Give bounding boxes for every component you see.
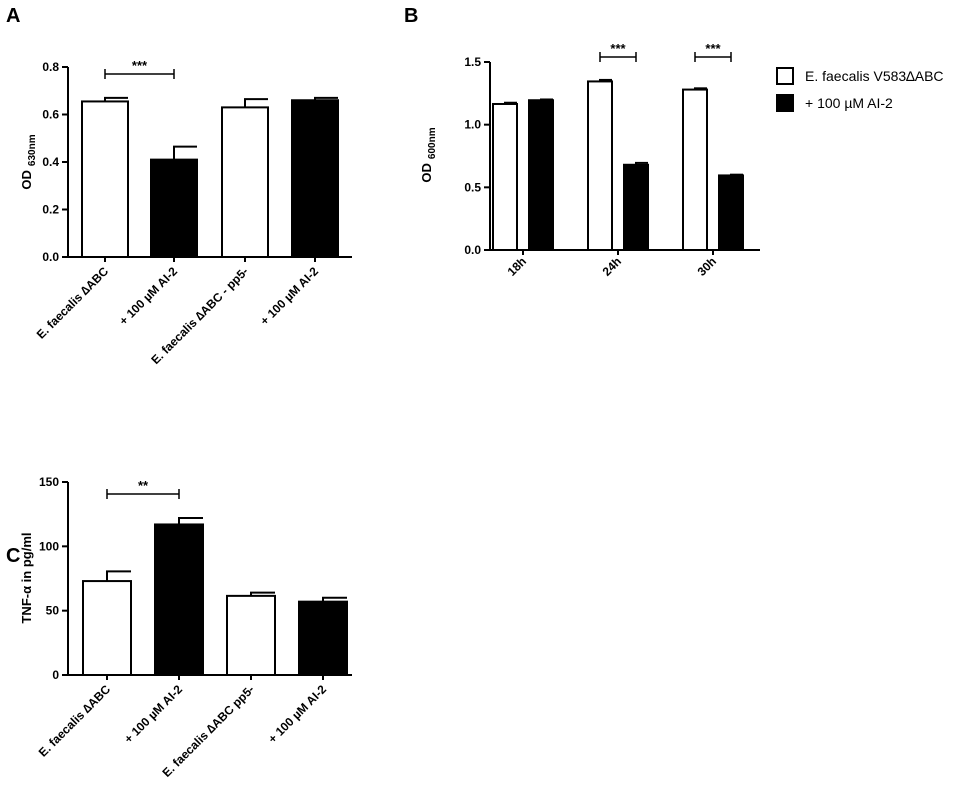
panel-letter: B xyxy=(404,5,418,27)
bar xyxy=(81,100,129,258)
bar xyxy=(291,99,339,258)
x-tick-label: 30h xyxy=(695,254,720,279)
y-axis-label: OD 600nm xyxy=(419,127,438,182)
bar xyxy=(623,163,649,251)
y-tick-label: 0.2 xyxy=(42,203,59,217)
legend-entry: + 100 µM AI-2 xyxy=(805,95,893,111)
y-tick-label: 0.4 xyxy=(42,155,59,169)
bar xyxy=(82,580,132,676)
y-tick-label: 0.6 xyxy=(42,108,59,122)
y-tick-label: 50 xyxy=(46,604,60,618)
x-tick-label: + 100 µM AI-2 xyxy=(265,682,329,746)
bar xyxy=(150,158,198,258)
legend-swatch xyxy=(776,67,794,85)
x-tick-label: E. faecalis ∆ABC xyxy=(34,264,112,342)
bar xyxy=(587,80,613,251)
x-tick-label: + 100 µM AI-2 xyxy=(116,264,180,328)
y-tick-label: 1.5 xyxy=(464,55,481,69)
x-tick-label: + 100 µM AI-2 xyxy=(257,264,321,328)
bar xyxy=(298,600,348,676)
x-tick-label: + 100 µM AI-2 xyxy=(121,682,185,746)
y-tick-label: 0 xyxy=(52,668,59,682)
bar xyxy=(682,88,708,251)
y-axis-label-main: TNF-α in pg/ml xyxy=(19,532,34,623)
y-tick-label: 0.0 xyxy=(42,250,59,264)
panel-c-chart: C 0 50 100 150 TNF-α in pg/ml E. faecalis ∆ABC… xyxy=(6,475,352,780)
y-tick-label: 150 xyxy=(39,475,59,489)
bar xyxy=(226,594,276,676)
panel-letter: C xyxy=(6,545,20,567)
x-tick-label: E. faecalis ∆ABC xyxy=(36,682,114,760)
panel-letter: A xyxy=(6,5,20,27)
significance-label: *** xyxy=(132,58,148,73)
panel-b-chart: B 0.0 0.5 1.0 1.5 OD 600nm 18h 24h 30h *** *** E. fa… xyxy=(404,5,944,279)
y-axis-label-main: OD xyxy=(419,163,434,183)
bar xyxy=(718,174,744,251)
y-tick-label: 1.0 xyxy=(464,118,481,132)
y-tick-label: 0.0 xyxy=(464,243,481,257)
bar xyxy=(528,99,554,251)
y-axis-label-main: OD xyxy=(19,170,34,190)
y-axis-label-subscript: 630nm xyxy=(27,134,38,166)
significance-label: *** xyxy=(610,41,626,56)
y-tick-label: 100 xyxy=(39,539,59,553)
y-axis-label-subscript: 600nm xyxy=(427,127,438,159)
y-tick-label: 0.8 xyxy=(42,60,59,74)
legend-swatch xyxy=(776,94,794,112)
significance-label: ** xyxy=(138,478,149,493)
x-tick-label: 24h xyxy=(600,254,625,279)
legend-entry: E. faecalis V583∆ABC xyxy=(805,68,944,84)
x-tick-label: 18h xyxy=(505,254,530,279)
y-tick-label: 0.5 xyxy=(464,180,481,194)
y-axis-label: OD 630nm xyxy=(19,134,38,189)
significance-label: *** xyxy=(705,41,721,56)
bar xyxy=(154,523,204,677)
bar xyxy=(492,102,518,251)
y-axis-label: TNF-α in pg/ml xyxy=(19,532,34,623)
bar xyxy=(221,106,269,258)
